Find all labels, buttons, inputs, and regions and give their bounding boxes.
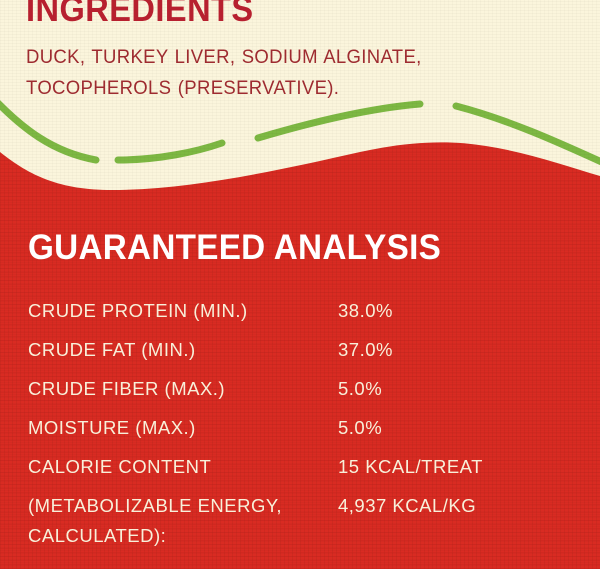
ingredients-list-text: DUCK, TURKEY LIVER, SODIUM ALGINATE, TOC… — [26, 45, 435, 100]
analysis-value: 15 KCAL/TREAT — [338, 456, 483, 478]
analysis-label: (METABOLIZABLE ENERGY, CALCULATED): — [28, 495, 282, 546]
red-wave-shape — [0, 142, 600, 569]
analysis-label: CRUDE FAT (MIN.) — [28, 339, 196, 361]
green-accent-curve — [0, 100, 600, 166]
green-dash-2 — [114, 139, 226, 164]
analysis-label: CALORIE CONTENT — [28, 456, 212, 478]
table-row: CRUDE FIBER (MAX.) 5.0% — [28, 374, 573, 413]
analysis-value: 37.0% — [338, 339, 393, 361]
analysis-value: 4,937 KCAL/KG — [338, 495, 477, 517]
green-dash-3 — [254, 100, 424, 142]
guaranteed-analysis-heading: GUARANTEED ANALYSIS — [28, 228, 442, 267]
analysis-value: 5.0% — [338, 378, 383, 400]
table-row: (METABOLIZABLE ENERGY, CALCULATED): 4,93… — [28, 491, 573, 560]
analysis-table-body: CRUDE PROTEIN (MIN.) 38.0% CRUDE FAT (MI… — [28, 296, 573, 560]
analysis-label: CRUDE PROTEIN (MIN.) — [28, 300, 248, 322]
table-row: CRUDE FAT (MIN.) 37.0% — [28, 335, 573, 374]
analysis-label: MOISTURE (MAX.) — [28, 417, 196, 439]
table-row: CALORIE CONTENT 15 KCAL/TREAT — [28, 452, 573, 491]
analysis-value: 5.0% — [338, 417, 383, 439]
green-dash-4 — [452, 102, 600, 166]
green-dash-1 — [0, 100, 100, 164]
table-row: MOISTURE (MAX.) 5.0% — [28, 413, 573, 452]
analysis-label: CRUDE FIBER (MAX.) — [28, 378, 226, 400]
guaranteed-analysis-table: CRUDE PROTEIN (MIN.) 38.0% CRUDE FAT (MI… — [28, 296, 573, 560]
ingredients-heading: INGREDIENTS — [26, 0, 254, 29]
guaranteed-analysis-section: GUARANTEED ANALYSIS CRUDE PROTEIN (MIN.)… — [28, 228, 573, 560]
table-row: CRUDE PROTEIN (MIN.) 38.0% — [28, 296, 573, 335]
ingredients-section: INGREDIENTS DUCK, TURKEY LIVER, SODIUM A… — [26, 0, 574, 105]
analysis-value: 38.0% — [338, 300, 393, 322]
